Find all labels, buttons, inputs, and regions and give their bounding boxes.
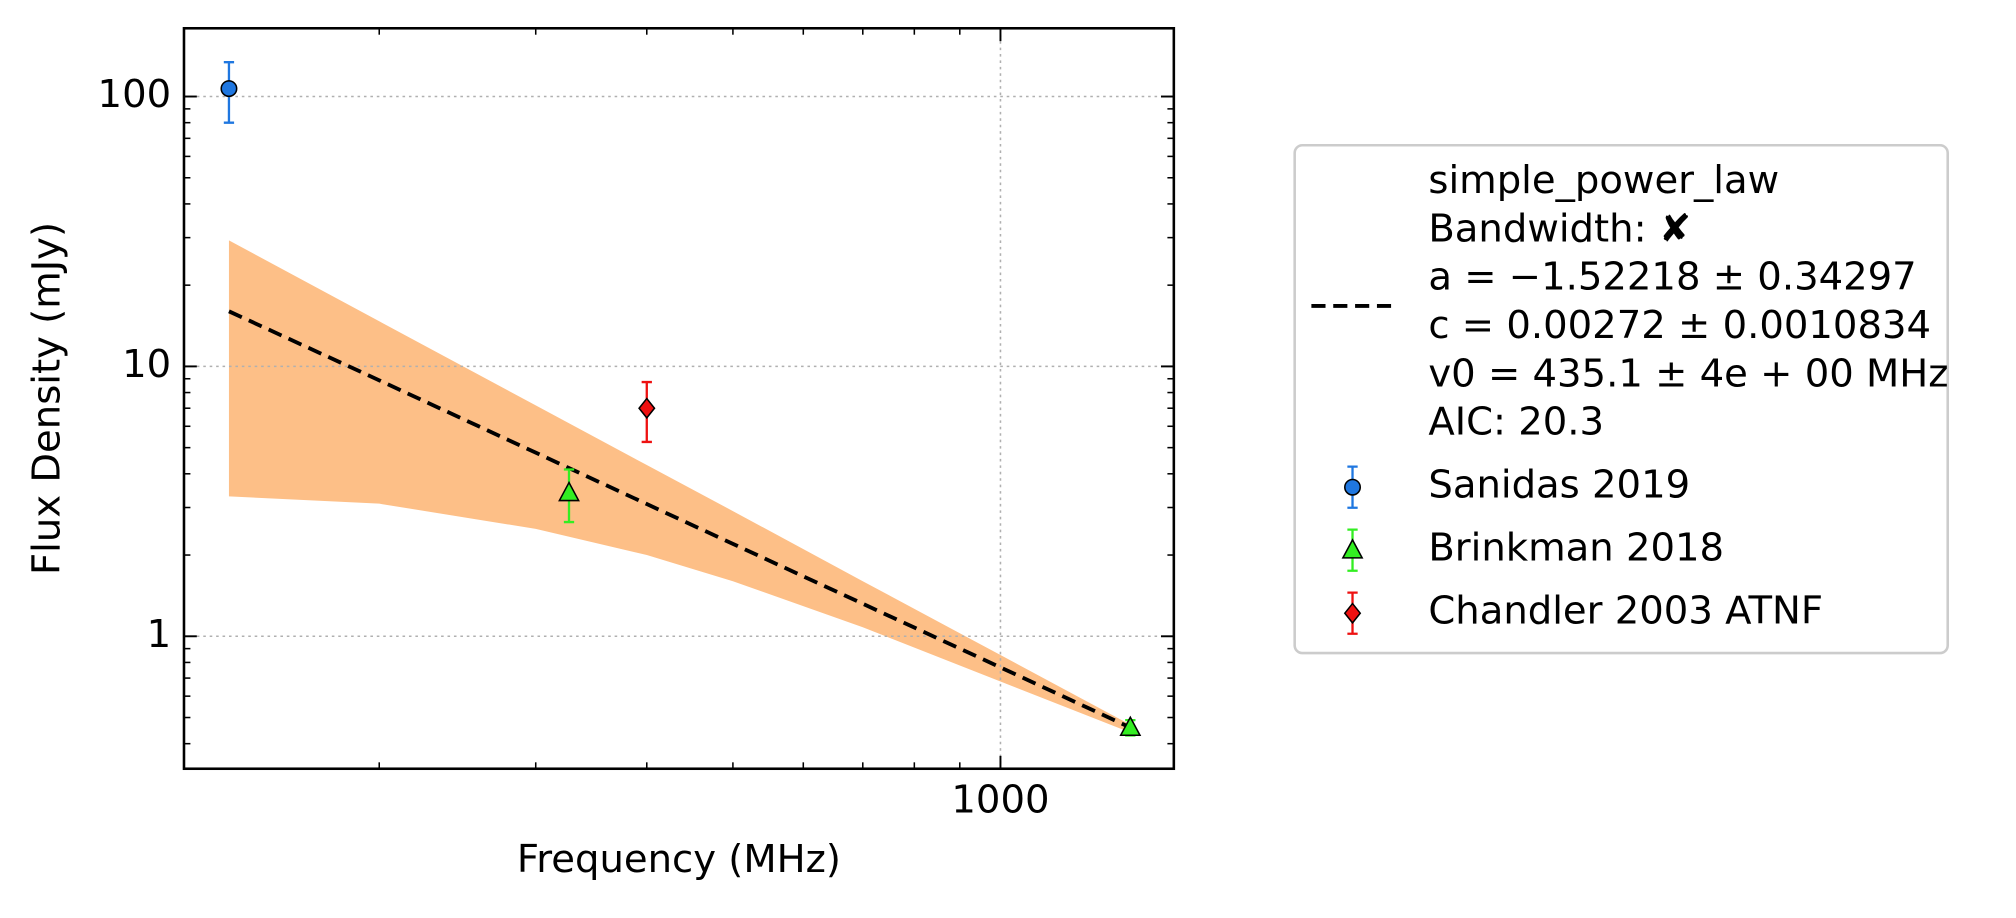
data-point [638,397,656,420]
legend-marker [1344,478,1362,496]
plot-frame [182,26,1176,771]
y-tick-label: 100 [98,72,172,117]
x-axis-label: Frequency (MHz) [517,837,841,882]
data-point [1119,715,1142,737]
fit-band [228,240,1131,733]
legend-marker [1341,538,1364,559]
x-tick-label: 1000 [951,778,1049,823]
legend-fit-text: simple_power_law [1428,158,1779,203]
legend-label: Brinkman 2018 [1428,526,1724,571]
y-axis-label: Flux Density (mJy) [25,222,70,575]
data-point [558,480,580,502]
legend-fit-text: c = 0.00272 ± 0.0010834 [1428,303,1931,348]
legend-fit-text: a = −1.52218 ± 0.34297 [1428,255,1916,300]
legend-marker [1343,602,1362,625]
legend-label: Chandler 2003 ATNF [1428,589,1823,634]
legend-fit-text: AIC: 20.3 [1428,400,1604,445]
y-tick-label: 10 [122,342,171,387]
fit-line [228,309,1132,730]
legend-box [1293,143,1949,655]
legend-label: Sanidas 2019 [1428,463,1690,508]
y-tick-label: 1 [147,612,172,657]
legend-fit-text: v0 = 435.1 ± 4e + 00 MHz [1428,351,1948,396]
data-point [220,80,238,98]
legend-fit-text: Bandwidth: ✘ [1428,206,1691,251]
